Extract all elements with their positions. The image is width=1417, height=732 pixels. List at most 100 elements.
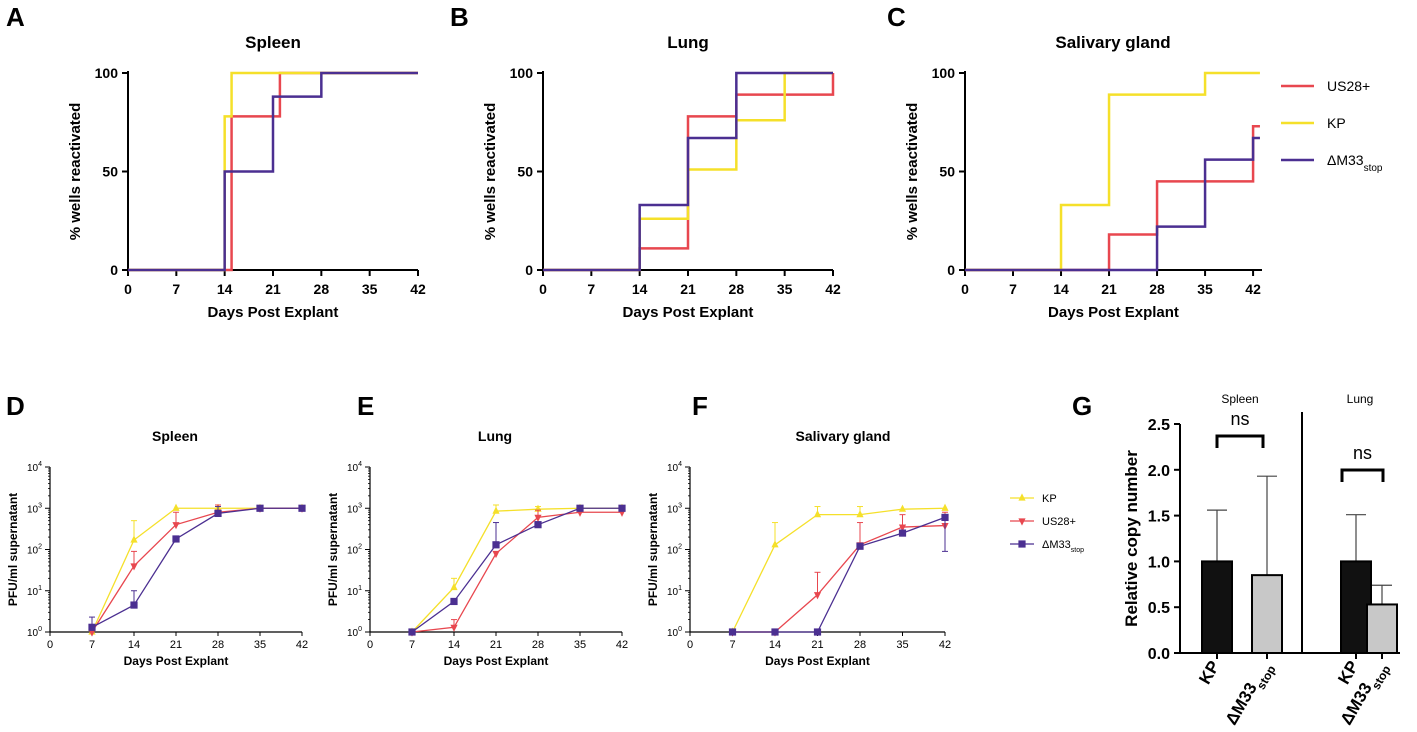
- x-tick-label: 21: [170, 639, 182, 651]
- legend-label-kp: KP: [1327, 115, 1346, 131]
- x-tick-label: 28: [854, 639, 866, 651]
- panel-A: Spleen 0 7 14 21 28 35 42 0 50 100 Days Post Explan…: [67, 33, 426, 321]
- series-line-kp: [411, 507, 622, 633]
- y-tick-label: 101: [667, 585, 682, 598]
- series-line-dm33: [732, 516, 946, 633]
- x-axis-label: Days Post Explant: [765, 654, 870, 668]
- data-point-us28: [898, 524, 907, 532]
- significance-bracket: [1340, 468, 1385, 482]
- data-point-dm33: [130, 601, 138, 609]
- x-tick-label: 35: [1197, 281, 1213, 297]
- y-tick-label: 102: [27, 544, 42, 557]
- x-tick-label: 42: [296, 639, 308, 651]
- series-line-us28: [411, 511, 622, 633]
- panel-letter-F: F: [692, 391, 708, 421]
- y-tick-label: 0.5: [1148, 600, 1170, 617]
- legend-label-us28: US28+: [1042, 516, 1076, 528]
- data-point-dm33: [534, 521, 542, 529]
- data-point-dm33: [172, 535, 180, 543]
- data-point-dm33: [450, 597, 458, 606]
- data-point-us28: [813, 592, 822, 600]
- x-tick-label: 0: [961, 281, 969, 297]
- data-point-dm33: [728, 628, 737, 636]
- data-point-dm33: [576, 504, 584, 512]
- x-tick-label: 14: [217, 281, 233, 297]
- x-tick-label: KP: [1195, 658, 1223, 688]
- data-point-kp: [771, 540, 779, 548]
- y-tick-label: 100: [27, 626, 42, 639]
- y-axis-label: % wells reactivated: [67, 103, 84, 241]
- x-tick-label: 42: [616, 639, 628, 651]
- panel-letter-B: B: [450, 2, 469, 32]
- x-axis-label: Days Post Explant: [124, 654, 229, 668]
- panel-G: 0.0 0.5 1.0 1.5 2.0 2.5 Relative copy number Sp…: [1122, 392, 1400, 732]
- x-tick-label: 7: [587, 281, 595, 297]
- data-point-kp: [941, 503, 949, 511]
- y-tick-label: 103: [27, 502, 42, 515]
- x-tick-label: 21: [1101, 281, 1117, 297]
- x-tick-label: 7: [89, 639, 95, 651]
- series-line-dm33: [91, 507, 302, 628]
- series-line-us28: [732, 524, 946, 633]
- data-point-us28: [130, 563, 138, 571]
- data-point-dm33: [298, 504, 306, 512]
- legend-marker-dm33: [1018, 540, 1026, 548]
- x-tick-label: 28: [729, 281, 745, 297]
- data-point-dm33: [492, 541, 500, 549]
- chart-title: Salivary gland: [1055, 33, 1170, 52]
- y-axis-label: % wells reactivated: [904, 103, 921, 241]
- significance-label: ns: [1353, 443, 1372, 463]
- panel-D: Spleen 0 7 14 21 28 35 42 100 101 102 103 104 Days Po…: [6, 428, 308, 668]
- x-tick-label: 35: [896, 639, 908, 651]
- data-point-us28: [534, 514, 542, 523]
- data-point-dm33: [856, 542, 864, 550]
- panel-letter-C: C: [887, 2, 906, 32]
- legends-layer: US28+ KP ΔM33stop KP US28+ ΔM33stop: [1010, 78, 1383, 554]
- x-axis-label: Days Post Explant: [623, 304, 754, 321]
- x-tick-label: 42: [939, 639, 951, 651]
- x-tick-label: ΔM33stop: [1222, 658, 1279, 732]
- data-point-kp: [813, 510, 822, 518]
- series-line-us28: [965, 124, 1260, 272]
- y-tick-label: 102: [667, 544, 682, 557]
- panel-letter-G: G: [1072, 391, 1092, 421]
- x-tick-label: 0: [124, 281, 132, 297]
- bar-dm33: [1251, 574, 1283, 655]
- y-tick-label: 0: [525, 262, 533, 278]
- x-tick-label: 7: [729, 639, 735, 651]
- y-tick-label: 103: [347, 502, 362, 515]
- x-tick-label: 14: [128, 639, 140, 651]
- legend-label-dm33: ΔM33stop: [1327, 152, 1383, 174]
- y-tick-label: 50: [939, 164, 955, 180]
- x-tick-label: 21: [265, 281, 281, 297]
- x-tick-label: 0: [47, 639, 53, 651]
- series-line-dm33: [128, 71, 418, 272]
- data-point-dm33: [618, 504, 626, 512]
- data-point-kp: [450, 582, 458, 591]
- y-tick-label: 101: [27, 585, 42, 598]
- y-axis-label: Relative copy number: [1122, 450, 1141, 627]
- x-tick-label: 35: [777, 281, 793, 297]
- y-tick-label: 1.5: [1148, 509, 1170, 526]
- y-tick-label: 50: [517, 164, 533, 180]
- chart-title: Spleen: [245, 33, 301, 52]
- x-tick-label: 7: [172, 281, 180, 297]
- data-point-kp: [172, 503, 180, 511]
- series-line-kp: [965, 71, 1260, 272]
- data-point-kp: [898, 504, 907, 512]
- x-tick-label: 35: [574, 639, 586, 651]
- y-tick-label: 101: [347, 585, 362, 598]
- legend-label-us28: US28+: [1327, 78, 1370, 94]
- chart-title: Spleen: [152, 428, 198, 444]
- data-point-dm33: [941, 513, 949, 522]
- chart-title: Lung: [667, 33, 709, 52]
- series-line-dm33: [543, 71, 833, 272]
- y-tick-label: 100: [95, 65, 119, 81]
- legend-marker-kp: [1018, 493, 1026, 501]
- data-point-us28: [88, 629, 96, 637]
- y-tick-label: 0: [947, 262, 955, 278]
- legend-marker-us28: [1018, 518, 1026, 526]
- significance-bracket: [1215, 434, 1265, 448]
- series-line-dm33: [411, 507, 622, 633]
